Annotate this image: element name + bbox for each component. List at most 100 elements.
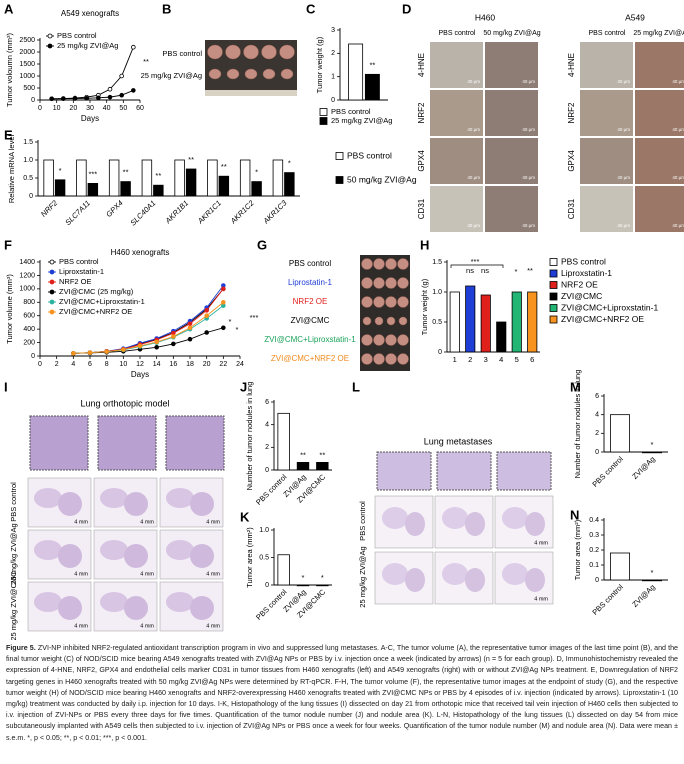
- x-tick-label: ZVI@Ag: [630, 582, 656, 608]
- x-axis-title: Days: [81, 114, 99, 123]
- tissue: [58, 492, 82, 516]
- data-point: [84, 96, 89, 101]
- y-tick-label: 0: [595, 449, 599, 456]
- x-tick-label: 50: [119, 105, 127, 112]
- x-tick-label: 4: [499, 355, 503, 364]
- ihc-image: [485, 138, 538, 184]
- tissue: [465, 512, 485, 536]
- bar: [277, 412, 290, 471]
- tumor: [373, 334, 385, 346]
- bar: [642, 579, 663, 582]
- bar: [511, 291, 522, 353]
- y-tick-label: 0: [31, 97, 35, 104]
- tissue: [124, 596, 148, 620]
- significance-label: **: [319, 450, 325, 459]
- tumor: [386, 316, 396, 326]
- x-tick-label: 6: [530, 355, 534, 364]
- tissue: [58, 596, 82, 620]
- x-tick-label: 14: [153, 361, 161, 368]
- tumor: [385, 258, 397, 270]
- y-axis-title: Number of tumor nodules in lung: [573, 370, 582, 479]
- data-point: [187, 321, 193, 327]
- figure: A A549 xenografts05001000150020002500Tumo…: [4, 1, 684, 640]
- row-label: PBS control: [9, 482, 18, 522]
- x-tick-label: 5: [515, 355, 519, 364]
- ihc-image: [635, 90, 684, 136]
- y-axis-title: Tumor volume (mm³): [5, 274, 14, 344]
- scale-label: 40 μm: [617, 223, 630, 228]
- ihc-image: [430, 42, 483, 88]
- x-tick-label: AKR1C3: [261, 198, 289, 226]
- tumor: [361, 258, 373, 270]
- data-point: [104, 349, 109, 354]
- significance-label: ns: [481, 266, 489, 275]
- column-label: 25 mg/kg ZVI@Ag: [633, 30, 684, 37]
- x-tick-label: NRF2: [39, 198, 60, 219]
- y-axis-title: Tumor area (mm²): [573, 519, 582, 580]
- x-tick-label: GPX4: [104, 198, 125, 219]
- scale-label: 40 μm: [617, 175, 630, 180]
- tissue: [34, 488, 62, 508]
- legend-label: 25 mg/kg ZVI@Ag: [331, 116, 392, 125]
- scale-label: 40 μm: [617, 127, 630, 132]
- tumor: [244, 68, 258, 80]
- bar: [153, 184, 164, 197]
- y-axis-title: Tumor weight (g): [315, 36, 324, 93]
- scale-label: 40 μm: [617, 79, 630, 84]
- significance-label: **: [123, 168, 129, 177]
- legend-label: ZVI@CMC: [561, 291, 602, 301]
- bar: [207, 159, 218, 197]
- ruler: [205, 90, 297, 96]
- data-point: [204, 308, 209, 313]
- legend-label: NRF2 OE: [561, 279, 598, 289]
- scale-label: 40 μm: [467, 175, 480, 180]
- row-label: NRF2 OE: [293, 297, 328, 306]
- significance-label: *: [651, 568, 654, 577]
- tumor: [361, 353, 373, 365]
- data-point: [121, 347, 126, 352]
- bar: [316, 584, 329, 587]
- column-label: PBS control: [439, 30, 476, 37]
- y-tick-label: 600: [23, 313, 35, 320]
- tissue: [465, 568, 485, 592]
- y-tick-label: 6: [265, 399, 269, 406]
- bar: [120, 181, 131, 197]
- significance-label: **: [188, 155, 194, 164]
- y-tick-label: 1500: [19, 61, 35, 68]
- x-tick-label: 20: [203, 361, 211, 368]
- legend-label: Liproxstatin-1: [561, 268, 612, 278]
- tissue: [100, 592, 128, 612]
- legend-label: ZVI@CMC+NRF2 OE: [561, 314, 644, 324]
- scale-label: 4 mm: [140, 623, 154, 629]
- bar: [610, 552, 631, 581]
- legend-marker: [47, 33, 53, 39]
- ihc-image: [485, 90, 538, 136]
- legend-swatch: [335, 176, 344, 184]
- tissue: [382, 563, 408, 585]
- section-title: Lung orthotopic model: [80, 398, 169, 408]
- data-point: [119, 73, 124, 79]
- panel-label: F: [4, 237, 12, 252]
- row-label: GPX4: [567, 150, 576, 172]
- legend-marker: [49, 299, 55, 305]
- bar: [610, 414, 631, 453]
- data-point: [87, 350, 93, 355]
- legend-label: NRF2 OE: [59, 277, 92, 286]
- scale-label: 4 mm: [140, 571, 154, 577]
- significance-label: **: [300, 450, 306, 459]
- scale-label: 40 μm: [522, 127, 535, 132]
- legend-label: ZVI@CMC (25 mg/kg): [59, 287, 134, 296]
- y-tick-label: 0.4: [589, 517, 599, 524]
- y-tick-label: 0: [438, 349, 442, 356]
- bar: [108, 159, 120, 197]
- legend-swatch: [549, 281, 558, 289]
- x-tick-label: 12: [136, 361, 144, 368]
- y-tick-label: 400: [23, 326, 35, 333]
- x-tick-label: AKR1C2: [228, 198, 256, 226]
- tumor: [280, 68, 294, 80]
- tissue: [124, 492, 148, 516]
- bar: [284, 172, 295, 197]
- bar: [527, 291, 538, 353]
- x-tick-label: 8: [105, 361, 109, 368]
- scale-label: 40 μm: [522, 223, 535, 228]
